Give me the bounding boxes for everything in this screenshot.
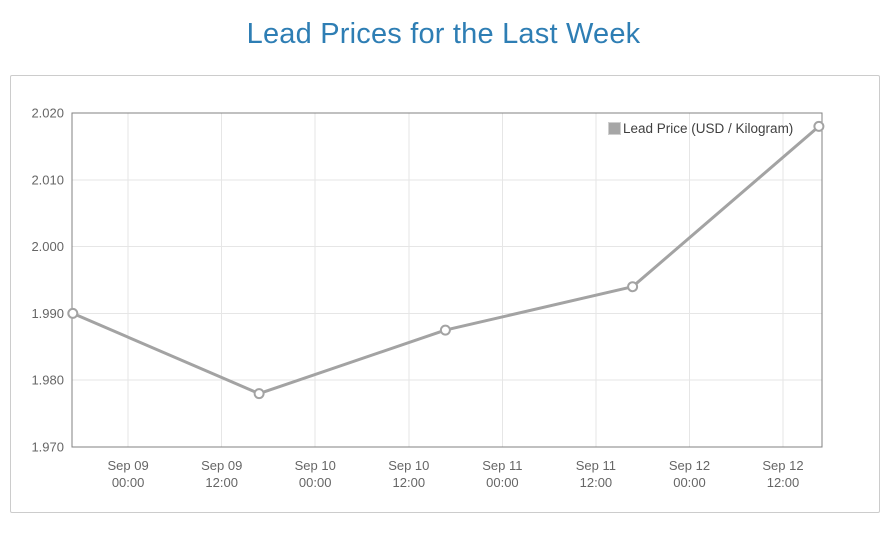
legend-item-lead-price[interactable]: Lead Price (USD / Kilogram)	[608, 120, 793, 137]
x-tick-label: Sep 09 00:00	[107, 458, 148, 490]
x-tick-label: Sep 11 12:00	[576, 458, 616, 490]
x-tick-label: Sep 10 12:00	[388, 458, 429, 490]
price-series-line[interactable]	[71, 124, 821, 396]
plot-border	[71, 112, 823, 448]
x-tick-label: Sep 12 00:00	[669, 458, 710, 490]
legend-label: Lead Price (USD / Kilogram)	[623, 121, 794, 136]
x-tick-label: Sep 10 00:00	[295, 458, 336, 490]
y-tick-label: 2.010	[31, 172, 64, 187]
data-point-marker[interactable]	[627, 281, 639, 293]
x-tick-label: Sep 11 00:00	[482, 458, 522, 490]
x-tick-label: Sep 09 12:00	[201, 458, 242, 490]
y-tick-label: 2.020	[31, 106, 64, 121]
legend-swatch-icon	[608, 122, 621, 135]
data-point-marker[interactable]	[67, 307, 79, 319]
lead-price-line-chart: 1.970 1.980 1.990 2.000 2.010 2.020 Sep 09 00:0…	[31, 106, 825, 490]
y-tick-label: 1.990	[31, 306, 64, 321]
y-tick-label: 1.970	[31, 440, 64, 455]
data-point-marker[interactable]	[813, 120, 825, 132]
chart-title: Lead Prices for the Last Week	[246, 18, 641, 50]
chart-panel: 1.970 1.980 1.990 2.000 2.010 2.020 Sep 09 00:0…	[10, 75, 880, 513]
y-tick-label: 1.980	[31, 373, 64, 388]
data-point-marker[interactable]	[439, 324, 451, 336]
x-tick-label: Sep 12 12:00	[762, 458, 803, 490]
y-tick-label: 2.000	[31, 239, 64, 254]
data-point-marker[interactable]	[253, 388, 265, 400]
